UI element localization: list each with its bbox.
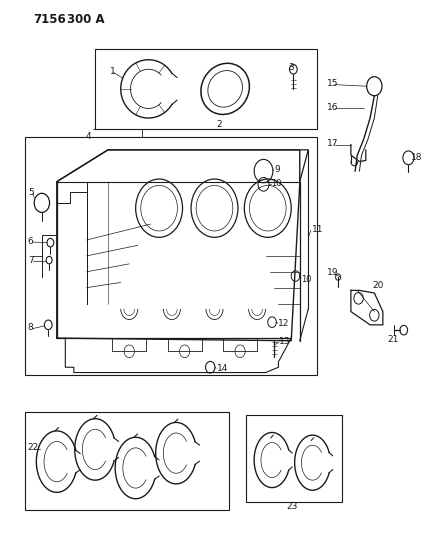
Text: 14: 14 [217, 364, 228, 373]
Text: 10: 10 [271, 179, 282, 188]
Text: 8: 8 [28, 323, 33, 332]
Bar [25, 413, 230, 511]
Text: 15: 15 [327, 79, 338, 88]
Text: 23: 23 [287, 502, 298, 511]
Text: 300 A: 300 A [67, 13, 105, 27]
Bar [95, 49, 317, 128]
Text: 7156: 7156 [33, 13, 66, 27]
Text: 20: 20 [372, 280, 384, 289]
Text: 6: 6 [28, 237, 33, 246]
Text: 21: 21 [388, 335, 399, 344]
Text: 13: 13 [279, 337, 291, 346]
Text: 5: 5 [28, 188, 33, 197]
Text: 9: 9 [274, 166, 280, 174]
Text: 12: 12 [278, 319, 290, 328]
Bar [25, 136, 317, 375]
Bar [247, 415, 342, 503]
Text: 1: 1 [110, 67, 116, 76]
Text: 10: 10 [301, 274, 311, 284]
Text: 18: 18 [411, 153, 423, 162]
Text: 17: 17 [327, 139, 338, 148]
Text: 11: 11 [312, 225, 323, 234]
Text: 7: 7 [28, 256, 33, 265]
Text: 16: 16 [327, 103, 338, 112]
Text: 3: 3 [288, 63, 293, 72]
Text: 19: 19 [327, 268, 338, 277]
Text: 4: 4 [86, 132, 91, 141]
Text: 22: 22 [28, 443, 39, 453]
Text: 2: 2 [217, 120, 222, 129]
